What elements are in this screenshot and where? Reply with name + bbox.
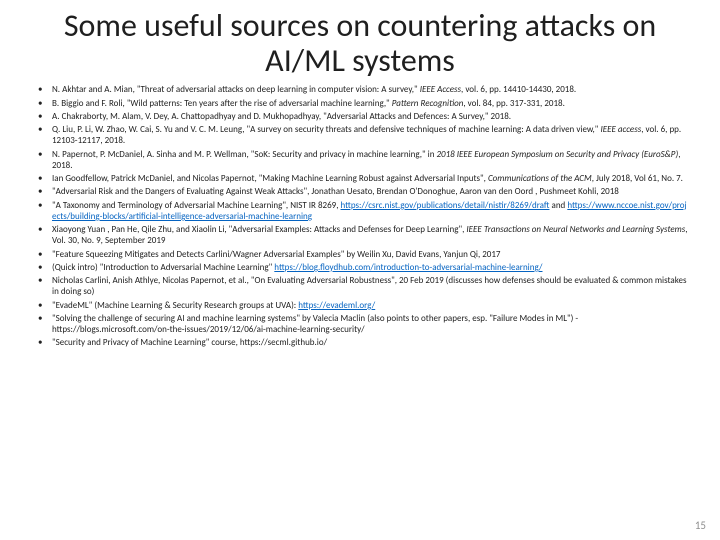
reference-item: "Security and Privacy of Machine Learnin… (52, 337, 690, 348)
reference-item: N. Akhtar and A. Mian, "Threat of advers… (52, 84, 690, 95)
reference-item: "Adversarial Risk and the Dangers of Eva… (52, 186, 690, 197)
reference-item: (Quick intro) "Introduction to Adversari… (52, 262, 690, 273)
reference-item: "Feature Squeezing Mitigates and Detects… (52, 249, 690, 260)
reference-item: B. Biggio and F. Roli, "Wild patterns: T… (52, 98, 690, 109)
ref-link[interactable]: https://csrc.nist.gov/publications/detai… (341, 200, 550, 211)
ref-link[interactable]: https://blog.floydhub.com/introduction-t… (274, 262, 542, 273)
reference-item: Q. Liu, P. Li, W. Zhao, W. Cai, S. Yu an… (52, 124, 690, 147)
reference-item: Ian Goodfellow, Patrick McDaniel, and Ni… (52, 173, 690, 184)
ref-link[interactable]: https://evademl.org/ (298, 300, 375, 311)
reference-item: "Solving the challenge of securing AI an… (52, 313, 690, 336)
reference-item: N. Papernot, P. McDaniel, A. Sinha and M… (52, 149, 690, 172)
page-number: 15 (695, 519, 706, 532)
references-list: N. Akhtar and A. Mian, "Threat of advers… (30, 84, 690, 348)
reference-item: "EvadeML" (Machine Learning & Security R… (52, 300, 690, 311)
slide-title: Some useful sources on countering attack… (30, 8, 690, 78)
reference-item: A. Chakraborty, M. Alam, V. Dey, A. Chat… (52, 111, 690, 122)
slide-container: Some useful sources on countering attack… (0, 0, 720, 349)
reference-item: "A Taxonomy and Terminology of Adversari… (52, 200, 690, 223)
reference-item: Xiaoyong Yuan , Pan He, Qile Zhu, and Xi… (52, 224, 690, 247)
reference-item: Nicholas Carlini, Anish Athlye, Nicolas … (52, 275, 690, 298)
